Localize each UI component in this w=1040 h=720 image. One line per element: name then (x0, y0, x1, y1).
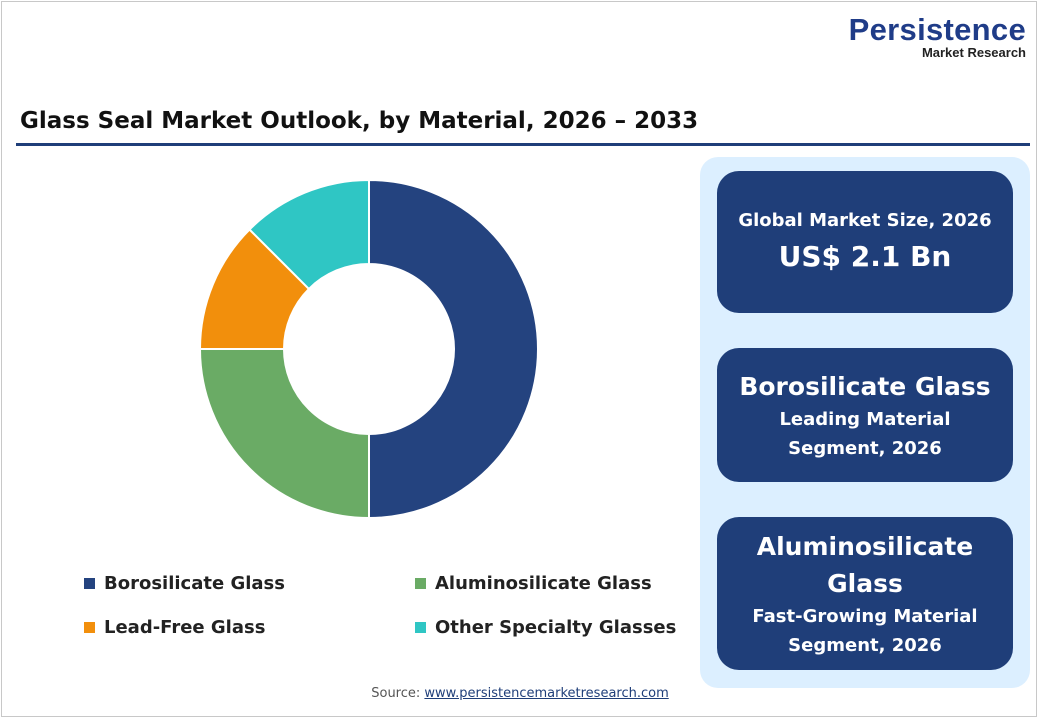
logo-line2: Market Research (921, 45, 1026, 60)
legend-item-borosilicate: Borosilicate Glass (84, 573, 285, 594)
card-label: Leading Material (779, 408, 951, 430)
donut-chart (198, 178, 539, 520)
legend-swatch (84, 622, 95, 633)
legend-swatch (415, 578, 426, 589)
card-label: Segment, 2026 (788, 634, 942, 656)
legend-label: Lead-Free Glass (104, 617, 266, 638)
chart-title: Glass Seal Market Outlook, by Material, … (20, 108, 699, 134)
source-link[interactable]: www.persistencemarketresearch.com (424, 686, 669, 701)
donut-slice-borosilicate-glass (368, 178, 539, 520)
card-value: Aluminosilicate (756, 531, 974, 561)
legend-swatch (84, 578, 95, 589)
legend-item-aluminosilicate: Aluminosilicate Glass (415, 573, 652, 594)
legend-swatch (415, 622, 426, 633)
card-value: US$ 2.1 Bn (778, 239, 952, 273)
card-label: Fast-Growing Material (752, 605, 978, 627)
legend-label: Aluminosilicate Glass (435, 573, 652, 594)
donut-slice-aluminosilicate-glass (198, 348, 370, 520)
card-value: Borosilicate Glass (739, 371, 991, 401)
legend-item-lead-free: Lead-Free Glass (84, 617, 265, 638)
logo: Persistence Market Research (849, 14, 1026, 60)
title-divider (16, 143, 1030, 146)
legend-label: Other Specialty Glasses (435, 617, 677, 638)
card-label: Global Market Size, 2026 (738, 209, 992, 231)
legend-label: Borosilicate Glass (104, 573, 285, 594)
fast-growing-card: Aluminosilicate Glass Fast-Growing Mater… (717, 517, 1013, 670)
card-label: Segment, 2026 (788, 437, 942, 459)
logo-line1: Persistence (848, 12, 1026, 47)
source-label: Source: (371, 686, 421, 701)
leading-segment-card: Borosilicate Glass Leading Material Segm… (717, 348, 1013, 482)
legend-item-other: Other Specialty Glasses (415, 617, 676, 638)
donut-slice-other-specialty-glasses (248, 178, 370, 291)
source-note: Source: www.persistencemarketresearch.co… (0, 686, 1040, 701)
card-value: Glass (827, 568, 903, 598)
market-size-card: Global Market Size, 2026 US$ 2.1 Bn (717, 171, 1013, 313)
